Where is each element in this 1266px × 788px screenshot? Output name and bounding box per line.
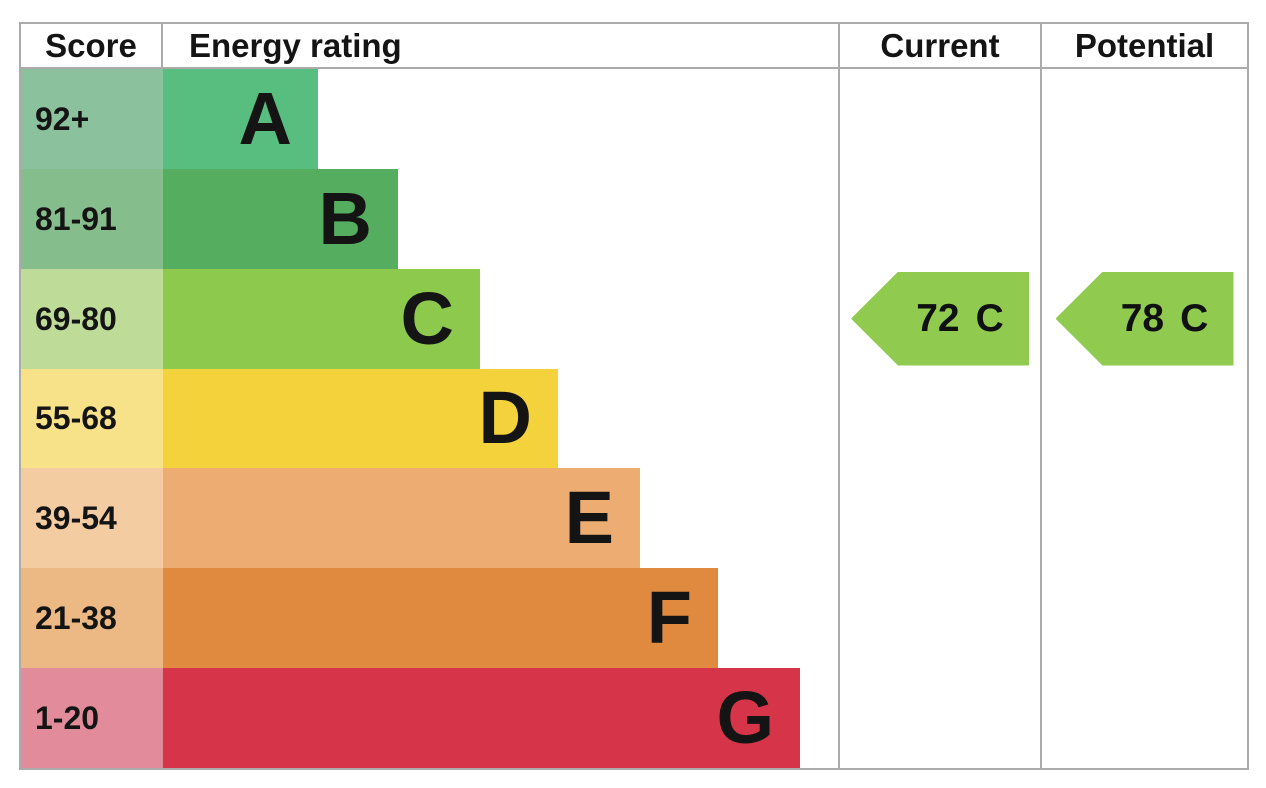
potential-band-letter: C — [1180, 297, 1209, 341]
band-g-score-range: 1-20 — [21, 668, 163, 768]
band-f-bar-cell: F — [163, 568, 838, 669]
band-b-score-range: 81-91 — [21, 168, 163, 269]
current-band-letter: C — [975, 297, 1004, 341]
band-d-bar-cell: D — [163, 368, 838, 469]
current-column: 72 C — [838, 69, 1040, 768]
potential-score-value: 78 — [1120, 297, 1165, 341]
band-e-score-range: 39-54 — [21, 468, 163, 569]
band-a-bar: A — [163, 69, 318, 169]
potential-rating-pointer: 78 C — [1055, 271, 1234, 366]
band-b-bar-cell: B — [163, 168, 838, 269]
potential-header: Potential — [1040, 24, 1247, 69]
band-e-bar-cell: E — [163, 468, 838, 569]
energy-rating-header: Energy rating — [163, 24, 838, 69]
band-c-score-range: 69-80 — [21, 268, 163, 369]
band-e-bar: E — [163, 468, 640, 569]
band-g-bar-cell: G — [163, 668, 838, 768]
current-header: Current — [838, 24, 1040, 69]
band-d-score-range: 55-68 — [21, 368, 163, 469]
potential-column: 78 C — [1040, 69, 1247, 768]
band-f-bar: F — [163, 568, 718, 669]
score-header: Score — [21, 24, 163, 69]
current-score-value: 72 — [916, 297, 960, 341]
current-rating-pointer: 72 C — [851, 271, 1029, 366]
band-c-bar-cell: C — [163, 268, 838, 369]
band-b-bar: B — [163, 168, 398, 269]
rating-table: Score Energy rating Current Potential 92… — [19, 22, 1249, 770]
band-f-score-range: 21-38 — [21, 568, 163, 669]
band-g-bar: G — [163, 668, 800, 768]
band-d-bar: D — [163, 368, 558, 469]
band-a-score-range: 92+ — [21, 69, 163, 169]
band-c-bar: C — [163, 268, 480, 369]
band-a-bar-cell: A — [163, 69, 838, 169]
